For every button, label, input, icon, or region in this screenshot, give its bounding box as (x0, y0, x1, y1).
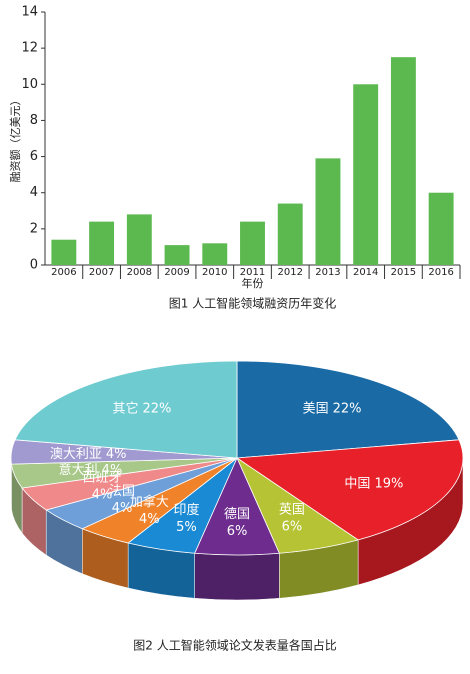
slice-value: 22% (333, 401, 362, 416)
slice-name: 加拿大 (130, 493, 169, 509)
x-tick-label: 2006 (51, 267, 76, 278)
slice-value: 5% (176, 520, 197, 535)
pie-side (195, 553, 280, 600)
x-axis-label: 年份 (242, 276, 264, 290)
y-tick-label: 4 (30, 185, 38, 200)
slice-name: 德国 (224, 507, 250, 522)
bar (51, 240, 76, 265)
y-tick-label: 8 (30, 113, 38, 128)
bar (278, 204, 303, 265)
slice-value: 6% (282, 519, 303, 534)
slice-name: 印度 (173, 502, 199, 518)
slice-label: 意大利 4% (59, 461, 123, 477)
chart-title: 图1 人工智能领域融资历年变化 (169, 296, 336, 311)
slice-name: 英国 (279, 502, 305, 517)
bar (202, 243, 227, 265)
slice-value: 22% (142, 401, 171, 416)
y-axis-label: 融资额（亿美元） (9, 95, 22, 183)
bar (429, 193, 454, 265)
x-tick-label: 2015 (391, 267, 416, 278)
slice-value: 19% (374, 476, 403, 491)
y-tick-label: 12 (21, 41, 38, 56)
slice-value: 4% (102, 462, 123, 477)
slice-value: 4% (106, 446, 127, 461)
slice-name: 美国 (303, 401, 329, 416)
y-tick-label: 10 (21, 77, 38, 92)
slice-name: 意大利 (59, 461, 98, 477)
bar (240, 222, 265, 265)
bar (89, 222, 114, 265)
bar (353, 84, 378, 265)
slice-label: 中国 19% (344, 476, 403, 491)
slice-label: 美国 22% (303, 401, 362, 416)
x-tick-label: 2010 (202, 267, 227, 278)
x-tick-label: 2009 (164, 267, 189, 278)
slice-value: 4% (92, 487, 113, 502)
slice-value: 4% (112, 500, 133, 515)
bar (391, 57, 416, 265)
x-tick-label: 2014 (353, 267, 378, 278)
slice-name: 其它 (112, 400, 138, 416)
x-tick-label: 2007 (89, 267, 114, 278)
x-tick-label: 2008 (127, 267, 152, 278)
x-tick-label: 2016 (428, 267, 453, 278)
slice-label: 澳大利亚 4% (50, 445, 127, 461)
y-tick-label: 6 (30, 149, 38, 164)
x-tick-label: 2012 (278, 267, 303, 278)
y-tick-label: 14 (21, 5, 38, 20)
chart-title: 图2 人工智能领域论文发表量各国占比 (133, 638, 336, 653)
y-tick-label: 0 (30, 258, 38, 273)
slice-name: 法国 (109, 483, 135, 498)
y-tick-label: 2 (30, 221, 38, 236)
x-tick-label: 2013 (315, 267, 340, 278)
slice-name: 澳大利亚 (50, 445, 102, 461)
slice-value: 6% (227, 524, 248, 539)
bar (316, 158, 341, 265)
bar (165, 245, 190, 265)
slice-value: 4% (139, 511, 160, 526)
slice-name: 中国 (344, 476, 370, 491)
bar (127, 214, 152, 265)
slice-label: 其它 22% (112, 400, 171, 416)
